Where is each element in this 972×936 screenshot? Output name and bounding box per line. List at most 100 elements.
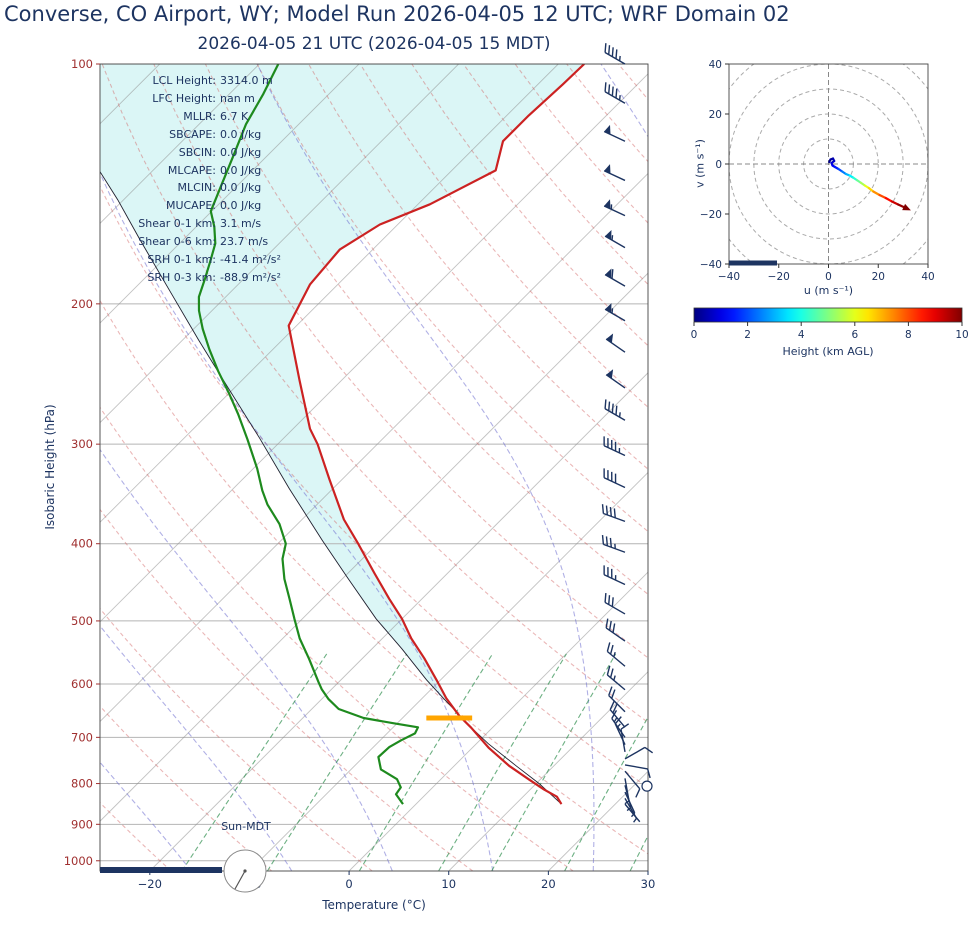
wind-barb	[604, 43, 626, 65]
wind-barb	[601, 504, 626, 523]
dry-adiabats-group	[100, 64, 648, 871]
colorbar-gradient	[693, 307, 963, 323]
svg-text:20: 20	[709, 109, 722, 121]
wind-barb	[603, 124, 626, 142]
wind-barb	[624, 803, 641, 823]
isotherms-group	[100, 64, 648, 871]
svg-text:800: 800	[71, 777, 93, 791]
sounding-stats-block: LCL Height: 3314.0 m LFC Height: nan m MLL…	[112, 72, 281, 287]
svg-text:0: 0	[715, 159, 722, 171]
surface-station-marker	[641, 780, 653, 792]
hodograph-arrow-head	[902, 203, 911, 211]
stat-row-shear01: Shear 0-1 km: 3.1 m/s	[138, 217, 262, 231]
wind-barb	[620, 723, 630, 752]
wind-barb	[604, 593, 626, 615]
hodograph-x-axis-label: u (m s⁻¹)	[803, 284, 854, 297]
wind-barb	[611, 710, 626, 738]
wind-barb	[609, 700, 626, 728]
stat-row-mllr: MLLR: 6.7 K	[183, 109, 249, 123]
svg-text:10: 10	[441, 877, 456, 891]
svg-text:−40: −40	[718, 271, 740, 283]
wind-barb	[603, 468, 626, 489]
svg-text:6: 6	[851, 329, 858, 341]
stat-row-mlcin: MLCIN: 0.0 J/kg	[177, 181, 262, 195]
svg-text:10: 10	[955, 329, 968, 341]
wind-barb	[604, 230, 626, 249]
wind-barb	[605, 618, 626, 642]
stat-row-mlcape: MLCAPE: 0.0 J/kg	[167, 163, 262, 177]
wind-barb	[624, 770, 641, 798]
svg-text:40: 40	[921, 271, 934, 283]
svg-text:2: 2	[744, 329, 751, 341]
wind-barb	[624, 746, 654, 760]
hodograph-plot-area	[729, 64, 928, 264]
stat-row-shear06: Shear 0-6 km: 23.7 m/s	[138, 235, 269, 249]
wind-barb	[601, 534, 626, 553]
svg-text:600: 600	[71, 677, 93, 691]
svg-text:700: 700	[71, 730, 93, 744]
stat-row-sbcape: SBCAPE: 0.0 J/kg	[169, 127, 262, 141]
wind-barb	[604, 303, 626, 322]
svg-text:400: 400	[71, 537, 93, 551]
svg-text:500: 500	[71, 614, 93, 628]
wind-barb	[603, 565, 626, 586]
moist-adiabats-group	[100, 64, 648, 871]
stat-row-sbcin: SBCIN: 0.0 J/kg	[178, 145, 262, 159]
svg-text:300: 300	[71, 437, 93, 451]
stat-row-srh03: SRH 0-3 km: -88.9 m²/s²	[147, 270, 281, 284]
wind-barb	[603, 199, 626, 217]
svg-text:1000: 1000	[64, 854, 93, 868]
skewt-plot-area	[100, 64, 648, 871]
mixing-ratio-lines-group	[181, 653, 648, 871]
stat-row-srh01: SRH 0-1 km: -41.4 m²/s²	[147, 253, 281, 267]
svg-text:0: 0	[345, 877, 352, 891]
wind-barb	[605, 369, 626, 389]
skewt-axes: 1002003004005006007008009001000−20−10010…	[64, 57, 656, 891]
pressure-gridlines	[100, 64, 648, 862]
svg-text:−40: −40	[700, 259, 722, 271]
wind-barb	[604, 268, 626, 287]
stat-row-lcl: LCL Height: 3314.0 m	[152, 74, 273, 87]
svg-text:4: 4	[798, 329, 805, 341]
wind-barbs-group	[601, 43, 654, 823]
svg-text:900: 900	[71, 817, 93, 831]
skewt-subtitle: 2026-04-05 21 UTC (2026-04-05 15 MDT)	[197, 34, 551, 54]
wind-barb	[606, 665, 626, 691]
svg-text:40: 40	[709, 59, 722, 71]
svg-text:−20: −20	[138, 877, 162, 891]
svg-text:30: 30	[641, 877, 656, 891]
svg-text:20: 20	[541, 877, 556, 891]
wind-barb	[604, 82, 626, 104]
svg-text:−20: −20	[700, 209, 722, 221]
temperature-curve	[287, 64, 585, 805]
cin-shading	[100, 64, 585, 717]
sun-clock-dial	[223, 849, 267, 893]
hodograph-axes: −40 −20 0 20 40 −40 −20 0 20 40	[700, 59, 935, 283]
wind-barb	[604, 399, 626, 421]
wind-barb	[605, 333, 626, 353]
wind-barb	[606, 642, 626, 667]
stat-row-lfc: LFC Height: nan m	[152, 91, 255, 105]
wind-barb	[603, 164, 626, 182]
skewt-y-axis-label: Isobaric Height (hPa)	[43, 404, 57, 530]
parcel-curve	[100, 170, 562, 805]
hodograph-y-axis-label: v (m s⁻¹)	[693, 139, 707, 188]
svg-text:8: 8	[905, 329, 912, 341]
svg-text:100: 100	[71, 57, 93, 71]
svg-text:200: 200	[71, 297, 93, 311]
wind-barb	[608, 686, 626, 713]
svg-text:0: 0	[691, 329, 698, 341]
skewt-x-axis-label: Temperature (°C)	[322, 898, 426, 912]
dewpoint-curve	[197, 64, 420, 805]
colorbar-label: Height (km AGL)	[782, 345, 874, 358]
wind-barb	[603, 436, 626, 457]
wind-barb	[624, 764, 651, 779]
page-title: Converse, CO Airport, WY; Model Run 2026…	[4, 2, 790, 26]
svg-text:−20: −20	[768, 271, 790, 283]
svg-text:0: 0	[825, 271, 832, 283]
hodograph-trace	[828, 157, 905, 209]
sun-clock-label: Sun-MDT	[221, 820, 271, 833]
height-colorbar: 0 2 4 6 8 10	[691, 307, 969, 341]
